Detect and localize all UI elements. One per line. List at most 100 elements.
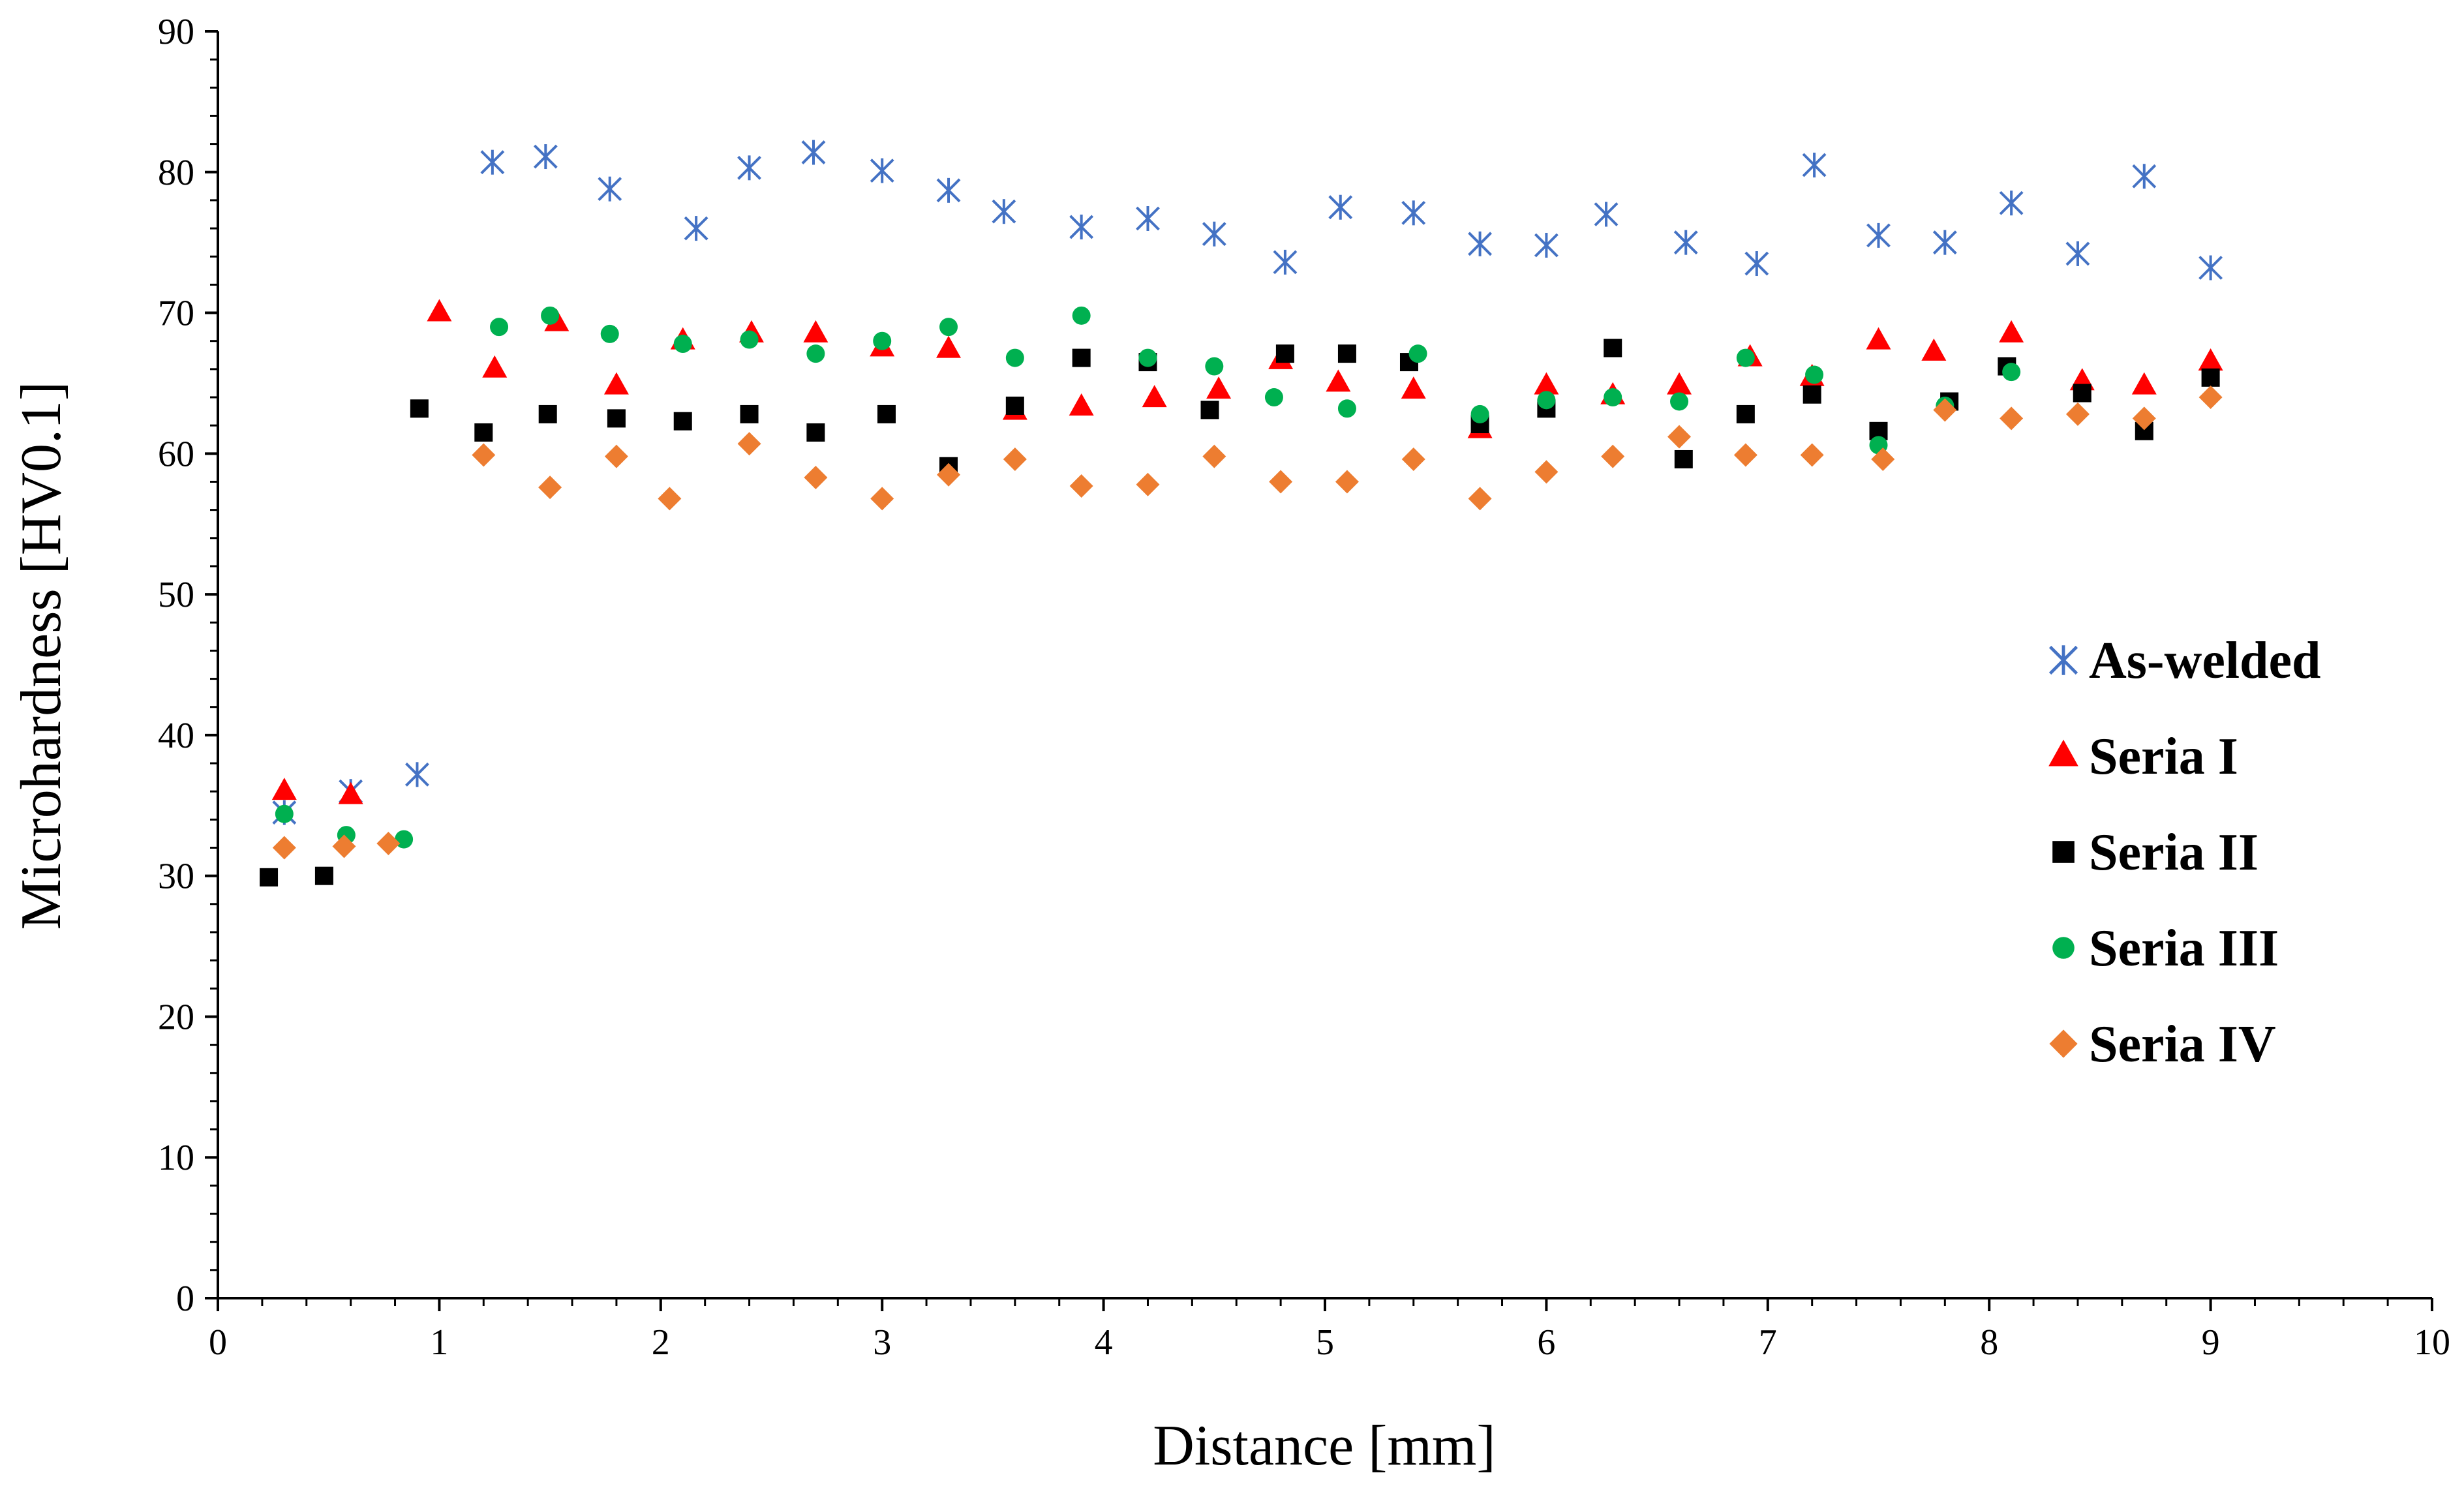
data-point-seria-iii bbox=[1205, 357, 1224, 376]
y-tick-label: 40 bbox=[158, 716, 194, 756]
data-point-seria-i bbox=[1534, 372, 1559, 395]
data-point-seria-i bbox=[2198, 348, 2223, 371]
data-point-seria-iii bbox=[541, 306, 560, 325]
data-point-seria-i bbox=[1069, 393, 1094, 416]
x-tick-label: 1 bbox=[430, 1322, 448, 1363]
series-seria-ii bbox=[260, 339, 2220, 887]
y-tick-label: 50 bbox=[158, 575, 194, 615]
data-point-seria-iv bbox=[472, 443, 496, 467]
data-point-seria-ii bbox=[740, 404, 759, 423]
x-tick-label: 4 bbox=[1095, 1322, 1113, 1363]
data-point-seria-iv bbox=[376, 832, 401, 856]
data-point-seria-i bbox=[936, 335, 962, 358]
data-point-seria-iii bbox=[873, 331, 892, 350]
legend-marker-seria-i bbox=[2048, 739, 2078, 767]
data-point-seria-i bbox=[1206, 376, 1232, 399]
data-point-seria-iii bbox=[1005, 348, 1024, 367]
legend-item-seria-iii: Seria III bbox=[2052, 920, 2279, 977]
data-point-as-welded bbox=[1673, 230, 1698, 255]
data-point-seria-i bbox=[603, 372, 629, 395]
legend-label: As-welded bbox=[2089, 632, 2321, 690]
data-point-as-welded bbox=[936, 177, 961, 203]
series-seria-iv bbox=[272, 386, 2223, 860]
data-point-seria-iii bbox=[673, 335, 692, 354]
data-point-as-welded bbox=[801, 140, 826, 165]
data-point-seria-iv bbox=[870, 487, 894, 511]
data-point-seria-ii bbox=[260, 868, 279, 887]
data-point-seria-iv bbox=[804, 466, 828, 490]
data-point-seria-i bbox=[2131, 372, 2157, 395]
series-seria-iii bbox=[275, 306, 2021, 849]
series-seria-i bbox=[271, 299, 2223, 804]
y-tick-label: 90 bbox=[158, 12, 194, 52]
data-point-as-welded bbox=[1328, 194, 1353, 220]
data-point-as-welded bbox=[1069, 214, 1094, 239]
x-tick-label: 7 bbox=[1759, 1322, 1777, 1363]
data-point-seria-iv bbox=[1335, 470, 1359, 494]
data-point-seria-iii bbox=[1670, 392, 1689, 411]
data-point-as-welded bbox=[480, 149, 505, 175]
data-point-seria-iii bbox=[600, 324, 619, 343]
legend: As-welded Seria I Seria II Seria III Seria I… bbox=[2048, 632, 2321, 1073]
data-point-seria-i bbox=[271, 778, 297, 800]
y-tick-label: 10 bbox=[158, 1138, 194, 1178]
data-point-seria-iii bbox=[1337, 399, 1356, 418]
axes: 0 1 2 3 4 5 6 7 8 9 10 0 10 20 30 40 50 60 70 80 90 bbox=[158, 12, 2450, 1363]
data-point-seria-ii bbox=[1674, 449, 1693, 468]
data-point-seria-iv bbox=[937, 463, 961, 487]
data-point-as-welded bbox=[1273, 249, 1298, 275]
data-point-seria-iii bbox=[1604, 388, 1622, 407]
x-tick-label: 3 bbox=[873, 1322, 891, 1363]
data-point-seria-iv bbox=[1269, 470, 1293, 494]
data-point-as-welded bbox=[533, 144, 558, 170]
data-point-seria-iii bbox=[806, 344, 825, 363]
data-point-seria-iii bbox=[1264, 388, 1283, 407]
data-point-seria-iv bbox=[2000, 406, 2024, 431]
data-point-seria-ii bbox=[1604, 339, 1622, 357]
legend-marker-seria-iv bbox=[2049, 1029, 2078, 1058]
data-point-seria-iii bbox=[1072, 306, 1091, 325]
x-tick-label: 6 bbox=[1537, 1322, 1555, 1363]
data-point-seria-iv bbox=[1136, 472, 1160, 496]
data-point-as-welded bbox=[1744, 251, 1769, 277]
data-point-seria-iii bbox=[1408, 344, 1427, 363]
data-point-seria-iv bbox=[604, 444, 628, 468]
data-point-seria-ii bbox=[607, 409, 626, 428]
data-point-seria-ii bbox=[1072, 348, 1091, 367]
legend-marker-as-welded bbox=[2048, 645, 2078, 675]
data-point-seria-ii bbox=[2073, 384, 2091, 402]
data-point-seria-iii bbox=[490, 318, 509, 337]
data-point-as-welded bbox=[992, 199, 1016, 224]
data-point-seria-iv bbox=[1468, 487, 1492, 511]
data-point-seria-iii bbox=[939, 318, 958, 337]
x-tick-label: 5 bbox=[1316, 1322, 1334, 1363]
data-point-seria-i bbox=[482, 355, 508, 378]
legend-marker-seria-iii bbox=[2052, 937, 2075, 959]
y-tick-label: 80 bbox=[158, 153, 194, 193]
data-point-as-welded bbox=[405, 762, 429, 787]
data-point-seria-iv bbox=[1401, 447, 1425, 471]
data-point-seria-i bbox=[803, 320, 829, 342]
x-axis-title: Distance [mm] bbox=[1153, 1414, 1495, 1478]
data-point-seria-iv bbox=[2065, 402, 2090, 426]
data-point-seria-iv bbox=[1534, 460, 1559, 484]
data-point-seria-i bbox=[1667, 372, 1692, 395]
data-point-as-welded bbox=[1594, 202, 1619, 227]
legend-label: Seria III bbox=[2089, 920, 2279, 977]
data-point-seria-iv bbox=[1800, 443, 1824, 467]
y-axis-title: Microhardness [HV0.1] bbox=[10, 382, 73, 930]
data-point-seria-ii bbox=[1005, 396, 1024, 415]
data-point-as-welded bbox=[1401, 200, 1426, 226]
data-point-as-welded bbox=[1866, 222, 1891, 248]
x-tick-label: 2 bbox=[652, 1322, 670, 1363]
data-point-seria-i bbox=[1999, 320, 2024, 342]
series-as-welded bbox=[272, 140, 2223, 825]
data-point-seria-iii bbox=[1470, 404, 1489, 423]
data-point-seria-iii bbox=[2002, 363, 2021, 382]
data-point-seria-iii bbox=[1805, 365, 1824, 384]
data-point-seria-ii bbox=[1337, 344, 1356, 363]
data-point-seria-iv bbox=[1069, 474, 1093, 498]
data-point-seria-i bbox=[338, 782, 363, 804]
data-point-seria-ii bbox=[1802, 385, 1821, 404]
data-point-seria-ii bbox=[1200, 401, 1219, 419]
